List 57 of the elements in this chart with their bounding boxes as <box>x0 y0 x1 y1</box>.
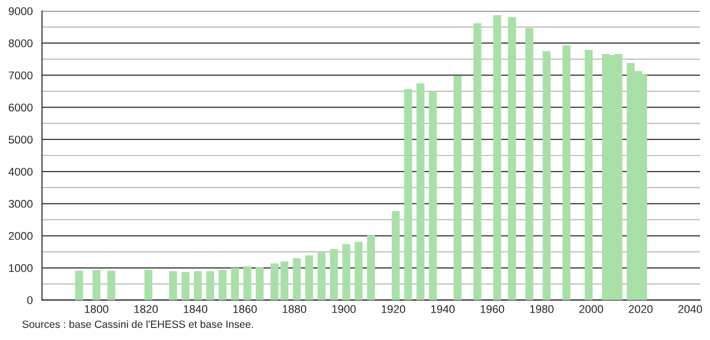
bar <box>206 271 214 300</box>
bar <box>92 270 100 300</box>
x-tick-label: 1820 <box>134 305 158 314</box>
bar <box>392 211 400 300</box>
bar <box>416 83 424 300</box>
x-tick-label: 1840 <box>184 305 208 314</box>
bar <box>270 263 278 300</box>
y-tick-label: 9000 <box>8 7 33 16</box>
bar <box>493 15 502 300</box>
bar <box>508 16 516 300</box>
y-tick-label: 6000 <box>8 104 33 112</box>
y-tick-label: 8000 <box>8 39 33 48</box>
bar <box>354 242 363 300</box>
x-tick-label: 1800 <box>84 305 108 314</box>
x-tick-label: 2020 <box>628 305 653 314</box>
x-tick-label: 1960 <box>480 305 504 314</box>
x-tick-label: 1860 <box>233 305 257 314</box>
x-tick-label: 2040 <box>678 305 702 314</box>
bar <box>584 50 593 300</box>
x-tick-label: 2000 <box>579 305 604 314</box>
bar <box>169 271 178 300</box>
bar <box>525 28 534 300</box>
y-tick-label: 2000 <box>8 232 33 240</box>
x-tick-label: 1980 <box>530 305 554 314</box>
bar <box>305 255 314 300</box>
bar <box>75 270 84 300</box>
y-tick-label: 7000 <box>8 71 33 80</box>
bar <box>562 45 570 300</box>
bar <box>292 258 301 300</box>
bar <box>342 244 350 300</box>
x-tick-label: 1900 <box>332 305 356 314</box>
bar <box>144 270 152 300</box>
y-tick-label: 0 <box>27 296 33 304</box>
x-tick-label: 1880 <box>282 305 306 314</box>
bar <box>428 92 437 300</box>
y-tick-label: 3000 <box>8 200 33 208</box>
bar <box>330 248 338 300</box>
x-tick-label: 1920 <box>382 305 406 314</box>
bar <box>194 271 202 300</box>
bar <box>542 51 551 300</box>
bar <box>107 270 116 300</box>
bar <box>230 268 239 300</box>
bar <box>182 272 190 300</box>
bar <box>367 235 375 300</box>
bar <box>218 270 227 300</box>
bar <box>454 76 462 300</box>
x-tick-label: 1940 <box>431 305 455 314</box>
y-tick-label: 1000 <box>9 264 33 272</box>
y-tick-label: 5000 <box>8 136 33 144</box>
source-note: Sources : base Cassini de l'EHESS et base Insee. <box>22 320 253 328</box>
bar <box>404 89 412 300</box>
y-tick-label: 4000 <box>8 168 33 176</box>
bar <box>473 23 482 300</box>
bar <box>256 267 264 300</box>
bar <box>280 261 288 300</box>
bar <box>318 252 326 300</box>
bar <box>243 266 252 300</box>
